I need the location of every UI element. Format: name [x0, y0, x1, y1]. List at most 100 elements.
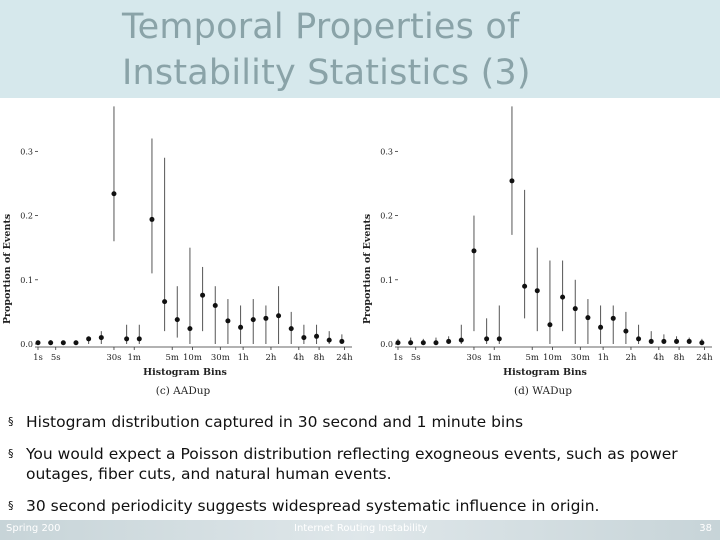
y-tick-label: 0.3	[380, 147, 393, 156]
y-axis-label: Proportion of Events	[362, 214, 373, 324]
data-point	[636, 336, 642, 342]
bullet-item: § You would expect a Poisson distributio…	[8, 444, 714, 484]
x-tick-label: 5s	[411, 353, 421, 363]
x-tick-label: 8h	[314, 353, 325, 363]
x-tick-label: 8h	[674, 353, 685, 363]
data-point	[314, 333, 320, 339]
x-tick-label: 24h	[336, 353, 353, 363]
data-point	[395, 340, 401, 346]
x-tick-label: 5s	[51, 353, 61, 363]
data-point	[238, 324, 244, 330]
data-point	[534, 288, 540, 294]
page-number: 38	[699, 523, 712, 534]
data-point	[187, 326, 193, 332]
data-point	[212, 302, 218, 308]
x-tick-label: 10m	[183, 353, 202, 363]
y-tick-label: 0.1	[20, 276, 33, 285]
data-point	[496, 336, 502, 342]
data-point	[225, 318, 231, 324]
data-point	[174, 317, 180, 323]
footer-bar: Spring 200 Internet Routing Instability …	[0, 520, 720, 540]
title-band	[0, 0, 720, 98]
x-tick-label: 4h	[653, 353, 664, 363]
data-point	[111, 191, 117, 197]
x-tick-label: 4h	[293, 353, 304, 363]
bullet-mark-icon: §	[8, 499, 14, 512]
data-point	[446, 338, 452, 344]
data-point	[326, 337, 332, 343]
x-tick-label: 5m	[525, 353, 538, 363]
data-point	[522, 283, 528, 289]
data-point	[48, 340, 54, 346]
x-tick-label: 1s	[393, 353, 403, 363]
data-point	[484, 336, 490, 342]
x-tick-label: 10m	[543, 353, 562, 363]
data-point	[598, 324, 604, 330]
data-point	[674, 338, 680, 344]
data-point	[263, 315, 269, 321]
bullet-mark-icon: §	[8, 447, 14, 460]
footer-date: Spring 200	[6, 523, 61, 534]
slide-title: Temporal Properties of Instability Stati…	[122, 7, 531, 93]
x-tick-label: 1s	[33, 353, 43, 363]
data-point	[301, 335, 307, 341]
x-tick-label: 30s	[466, 353, 481, 363]
y-axis-label: Proportion of Events	[2, 214, 13, 324]
x-tick-label: 1m	[127, 353, 140, 363]
data-point	[276, 313, 282, 319]
y-tick-label: 0.2	[380, 212, 393, 221]
data-point	[124, 336, 130, 342]
x-tick-label: 30m	[211, 353, 230, 363]
data-point	[60, 340, 66, 346]
data-point	[648, 338, 654, 344]
data-point	[250, 317, 256, 323]
bullet-text: 30 second periodicity suggests widesprea…	[26, 497, 600, 515]
data-point	[136, 336, 142, 342]
data-point	[420, 340, 426, 346]
data-point	[699, 340, 705, 346]
x-tick-label: 30m	[571, 353, 590, 363]
x-axis-label: Histogram Bins	[143, 367, 227, 378]
data-point	[572, 306, 578, 312]
x-tick-label: 1m	[487, 353, 500, 363]
data-point	[98, 335, 104, 341]
data-point	[547, 322, 553, 328]
y-tick-label: 0.0	[20, 340, 33, 349]
x-tick-label: 30s	[106, 353, 121, 363]
bullet-text: Histogram distribution captured in 30 se…	[26, 413, 524, 431]
data-point	[610, 315, 616, 321]
chart-caption: (c) AADup	[156, 385, 211, 397]
x-tick-label: 2h	[266, 353, 277, 363]
data-point	[35, 340, 41, 346]
data-point	[86, 336, 92, 342]
x-tick-label: 5m	[165, 353, 178, 363]
data-point	[458, 337, 464, 343]
bullet-mark-icon: §	[8, 415, 14, 428]
x-tick-label: 24h	[696, 353, 713, 363]
bullet-text: You would expect a Poisson distribution …	[26, 445, 678, 483]
chart-svg: 0.0 0.1 0.2 0.3 Proportion of Events 1s 5s 30s 1…	[2, 106, 353, 397]
data-point	[623, 328, 629, 334]
data-point	[162, 299, 168, 305]
data-point	[661, 338, 667, 344]
data-point	[560, 294, 566, 300]
x-tick-label: 2h	[626, 353, 637, 363]
data-point	[509, 178, 515, 184]
chart-caption: (d) WADup	[514, 385, 572, 397]
data-point	[686, 338, 692, 344]
x-tick-label: 1h	[238, 353, 249, 363]
y-tick-label: 0.2	[20, 212, 33, 221]
y-tick-label: 0.1	[380, 276, 393, 285]
data-point	[408, 340, 414, 346]
bullet-item: § Histogram distribution captured in 30 …	[8, 412, 714, 432]
data-point	[585, 315, 591, 321]
data-point	[433, 340, 439, 346]
data-point	[200, 292, 206, 298]
bullet-item: § 30 second periodicity suggests widespr…	[8, 496, 714, 516]
y-tick-label: 0.3	[20, 147, 33, 156]
data-point	[73, 340, 79, 346]
data-point	[149, 216, 155, 222]
chart-svg: 0.0 0.1 0.2 0.3 Proportion of Events 1s 5s 30s 1…	[362, 106, 713, 397]
data-point	[471, 248, 477, 254]
data-point	[288, 326, 294, 332]
